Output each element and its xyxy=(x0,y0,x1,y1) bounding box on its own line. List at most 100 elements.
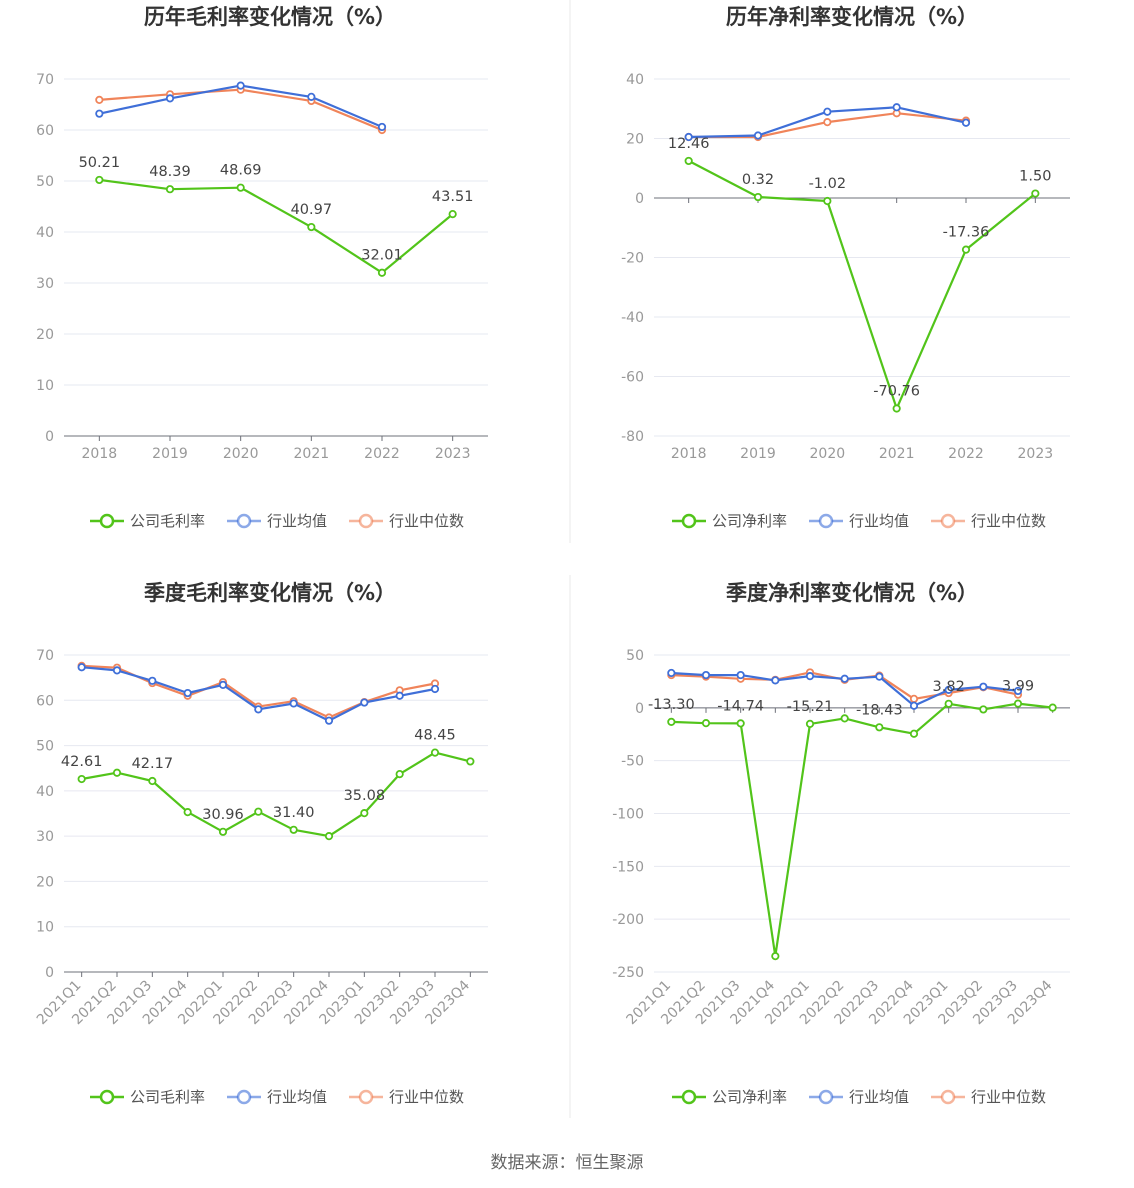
chart-title: 历年毛利率变化情况（%） xyxy=(144,5,396,29)
legend-item: 行业中位数 xyxy=(931,512,1046,530)
y-tick-label: -100 xyxy=(612,807,644,823)
data-point xyxy=(909,701,919,710)
legend-marker xyxy=(818,1089,834,1105)
y-tick-label: -200 xyxy=(612,912,644,928)
x-tick-label: 2020 xyxy=(810,446,846,462)
data-label: -17.36 xyxy=(943,225,990,241)
data-label: 48.39 xyxy=(149,164,191,180)
data-point xyxy=(324,832,334,841)
data-point xyxy=(289,699,298,708)
data-label: 32.01 xyxy=(361,248,403,264)
data-point xyxy=(254,705,263,714)
x-tick-label: 2019 xyxy=(152,446,188,462)
data-point xyxy=(430,684,440,694)
y-tick-label: 40 xyxy=(36,784,54,800)
data-point xyxy=(840,674,849,683)
y-tick-label: 0 xyxy=(45,965,54,981)
legend-label: 行业均值 xyxy=(849,1088,909,1106)
data-point xyxy=(395,691,404,700)
data-point xyxy=(112,768,122,777)
data-label: -70.76 xyxy=(873,384,920,400)
data-point xyxy=(823,196,832,206)
data-label: 31.40 xyxy=(273,805,315,821)
y-tick-label: 30 xyxy=(36,829,54,845)
x-tick-label: 2022 xyxy=(364,446,400,462)
legend-label: 行业均值 xyxy=(267,1088,327,1106)
data-point xyxy=(805,719,815,729)
data-label: 0.32 xyxy=(742,172,774,188)
legend-marker xyxy=(99,513,115,529)
data-point xyxy=(95,109,104,118)
legend-marker xyxy=(358,1089,374,1105)
data-point xyxy=(1031,189,1040,198)
data-point xyxy=(961,245,971,254)
data-label: -13.30 xyxy=(648,697,695,713)
data-point xyxy=(360,698,369,707)
y-tick-label: 50 xyxy=(36,739,54,755)
quarterly-gross-margin-chart: 季度毛利率变化情况（%） 0102030405060702021Q12021Q2… xyxy=(34,581,488,1106)
data-point xyxy=(667,717,676,726)
y-tick-label: 50 xyxy=(626,648,644,664)
data-point xyxy=(1013,686,1023,696)
data-point xyxy=(771,952,780,961)
legend-marker xyxy=(236,1089,252,1105)
legend-item: 行业均值 xyxy=(227,1088,327,1106)
legend-marker xyxy=(99,1089,115,1105)
data-point xyxy=(1013,699,1023,708)
legend-label: 行业均值 xyxy=(267,512,327,530)
legend-marker xyxy=(940,1089,956,1105)
data-point xyxy=(753,131,763,140)
x-tick-label: 2018 xyxy=(671,446,707,462)
legend-label: 行业中位数 xyxy=(389,512,464,530)
data-point xyxy=(892,404,901,413)
data-point xyxy=(95,95,104,105)
data-point xyxy=(307,222,316,232)
y-tick-label: 20 xyxy=(36,327,54,343)
data-point xyxy=(77,663,86,672)
data-source-note: 数据来源：恒生聚源 xyxy=(491,1153,644,1173)
legend-label: 公司毛利率 xyxy=(130,512,205,530)
x-tick-label: 2021 xyxy=(879,446,915,462)
x-tick-label: 2022 xyxy=(948,446,984,462)
data-point xyxy=(218,827,228,836)
x-tick-label: 2023 xyxy=(435,446,471,462)
y-tick-label: -250 xyxy=(612,965,644,981)
legend-item: 行业中位数 xyxy=(349,512,464,530)
data-point xyxy=(360,809,369,818)
series-line xyxy=(688,159,1036,410)
legend-marker xyxy=(940,513,956,529)
data-point xyxy=(875,672,884,681)
data-label: 42.17 xyxy=(132,756,174,772)
data-label: 48.45 xyxy=(414,728,456,744)
data-point xyxy=(684,132,693,142)
series-line xyxy=(671,702,1053,958)
data-point xyxy=(805,672,815,681)
legend-label: 公司净利率 xyxy=(712,1088,787,1106)
legend-item: 公司毛利率 xyxy=(90,512,205,530)
data-point xyxy=(324,716,334,725)
data-label: 48.69 xyxy=(220,163,262,179)
data-label: -15.21 xyxy=(787,699,834,715)
y-tick-label: 0 xyxy=(635,701,644,717)
y-tick-label: 60 xyxy=(36,693,54,709)
data-label: -18.43 xyxy=(856,702,903,718)
y-tick-label: 10 xyxy=(36,378,54,394)
data-label: 30.96 xyxy=(202,807,244,823)
data-point xyxy=(944,699,953,708)
series-line xyxy=(81,751,471,838)
data-point xyxy=(289,825,298,834)
y-tick-label: 0 xyxy=(635,191,644,207)
data-point xyxy=(823,118,832,127)
data-point xyxy=(1048,703,1057,712)
legend-item: 公司净利率 xyxy=(672,512,787,530)
data-point xyxy=(236,183,245,192)
y-tick-label: -60 xyxy=(621,370,644,386)
chart-title: 季度毛利率变化情况（%） xyxy=(144,581,396,605)
y-tick-label: 60 xyxy=(36,123,54,139)
data-point xyxy=(95,175,104,185)
legend-item: 行业均值 xyxy=(809,1088,909,1106)
data-point xyxy=(218,680,228,689)
legend-label: 公司毛利率 xyxy=(130,1088,205,1106)
data-point xyxy=(736,719,745,728)
data-point xyxy=(892,103,901,112)
